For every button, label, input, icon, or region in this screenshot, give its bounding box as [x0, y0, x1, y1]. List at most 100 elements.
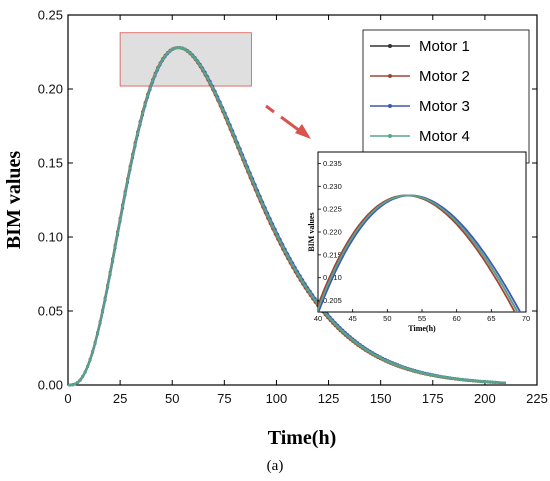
series-point [101, 309, 105, 313]
series-point [153, 73, 157, 77]
series-point [286, 254, 290, 258]
series-point [493, 380, 497, 384]
series-point [336, 325, 340, 329]
series-point [406, 367, 410, 371]
legend-marker-3 [388, 104, 392, 108]
series-point [331, 320, 335, 324]
series-point [261, 203, 265, 207]
inset-x-tick-label: 40 [314, 314, 322, 323]
series-point [268, 219, 272, 223]
series-point [306, 288, 310, 292]
series-point [463, 378, 467, 382]
x-tick-label: 75 [217, 391, 231, 406]
series-point [298, 276, 302, 280]
series-point [301, 280, 305, 284]
series-point [488, 380, 492, 384]
series-point [108, 271, 112, 275]
series-point [141, 111, 145, 115]
series-point [428, 373, 432, 377]
series-point [193, 57, 197, 61]
series-point [128, 166, 132, 170]
x-tick-label: 100 [266, 391, 288, 406]
series-point [251, 179, 255, 183]
series-point [228, 125, 232, 129]
series-point [166, 51, 170, 55]
series-point [146, 94, 150, 98]
series-point [158, 62, 162, 66]
x-tick-label: 175 [422, 391, 444, 406]
series-point [366, 349, 370, 353]
inset-x-tick-label: 45 [348, 314, 356, 323]
series-point [188, 51, 192, 55]
series-point [238, 149, 242, 153]
y-tick-label: 0.20 [38, 82, 63, 97]
series-point [148, 86, 152, 90]
series-point [343, 332, 347, 336]
series-point [86, 365, 90, 368]
series-point [481, 380, 485, 383]
series-point [163, 54, 167, 58]
inset-y-tick-label: 0.220 [323, 228, 342, 237]
series-point [303, 284, 307, 288]
series-point [351, 338, 355, 342]
series-point [363, 347, 367, 351]
series-point [103, 297, 107, 301]
x-tick-label: 200 [474, 391, 496, 406]
series-point [291, 263, 295, 267]
series-point [221, 108, 225, 112]
series-point [211, 86, 215, 90]
series-point [468, 379, 472, 382]
series-point [411, 369, 415, 372]
series-point [116, 231, 120, 235]
y-tick-label: 0.05 [38, 304, 63, 319]
series-point [278, 240, 282, 244]
y-tick-label: 0.25 [38, 8, 63, 23]
series-point [256, 191, 260, 195]
x-tick-label: 50 [165, 391, 179, 406]
series-point [246, 167, 250, 171]
series-point [203, 72, 207, 76]
series-point [461, 378, 465, 382]
legend-label-4: Motor 4 [419, 128, 470, 145]
series-point [378, 356, 382, 360]
series-point [98, 320, 102, 324]
series-point [133, 143, 137, 146]
series-point [243, 161, 247, 165]
main-ticks: 0 25 50 75 100 125 150 175 200 225 0.00 0.05 0.10 0.1… [38, 8, 548, 407]
series-point [161, 58, 165, 62]
series-point [91, 350, 95, 354]
series-point [138, 121, 142, 125]
series-point [448, 376, 452, 380]
series-point [416, 370, 420, 374]
series-point [413, 369, 417, 373]
series-point [443, 375, 447, 379]
series-point [353, 340, 357, 344]
series-point [231, 131, 235, 135]
series-point [453, 377, 457, 381]
series-point [466, 378, 470, 382]
series-point [73, 382, 77, 386]
series-point [78, 378, 82, 382]
series-point [131, 154, 135, 158]
series-point [191, 54, 195, 58]
series-point [483, 380, 487, 384]
x-tick-label: 150 [370, 391, 392, 406]
series-point [338, 327, 342, 331]
series-point [471, 379, 475, 383]
main-curves-top [68, 46, 506, 387]
inset-curves [318, 194, 522, 312]
series-point [451, 377, 455, 380]
series-point [391, 362, 395, 366]
series-point [71, 383, 75, 387]
series-point [196, 60, 200, 64]
x-axis-title: Time(h) [268, 427, 337, 449]
series-point [476, 379, 480, 383]
series-point [201, 67, 205, 71]
series-point [396, 364, 400, 367]
series-point [81, 375, 85, 379]
series-point [241, 155, 245, 159]
series-point [376, 355, 380, 358]
series-point [83, 370, 87, 374]
